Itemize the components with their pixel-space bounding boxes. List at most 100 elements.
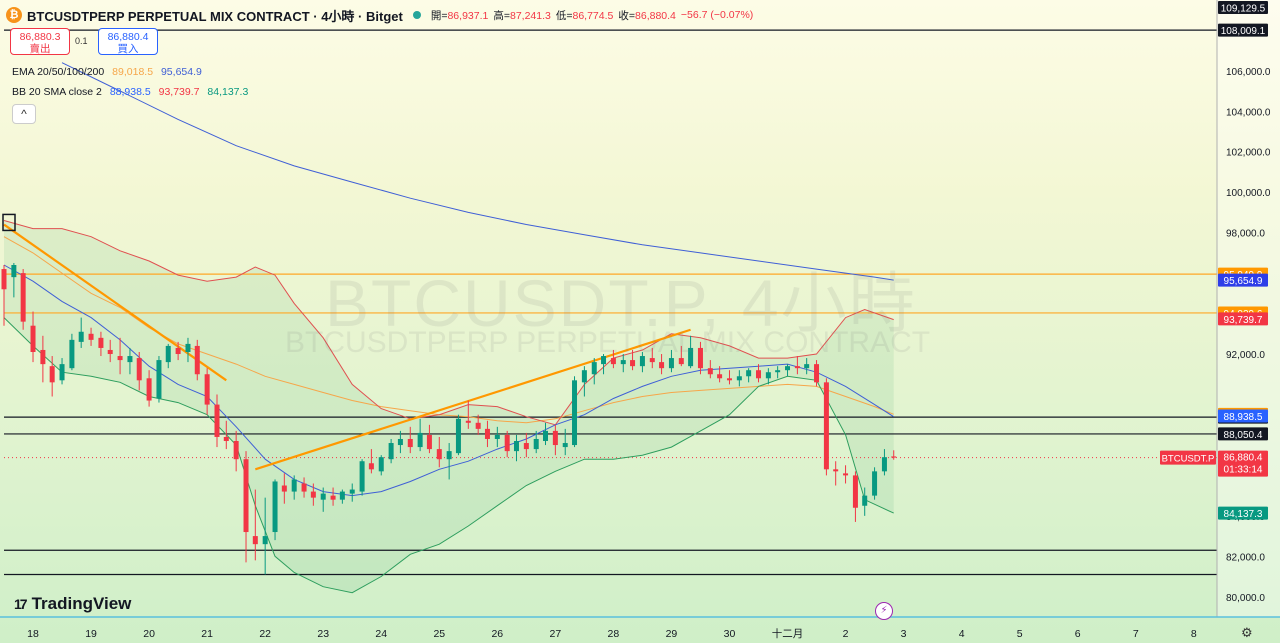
candle-12[interactable] <box>117 356 123 361</box>
candle-53[interactable] <box>513 441 519 452</box>
candle-57[interactable] <box>552 430 558 446</box>
candle-62[interactable] <box>601 356 607 365</box>
candle-78[interactable] <box>755 370 761 379</box>
candle-76[interactable] <box>736 376 742 381</box>
candle-25[interactable] <box>243 459 249 533</box>
candle-0[interactable] <box>1 269 7 290</box>
candle-35[interactable] <box>339 491 345 500</box>
candle-91[interactable] <box>881 457 887 472</box>
candle-10[interactable] <box>98 337 104 348</box>
candle-81[interactable] <box>785 366 791 371</box>
candle-45[interactable] <box>436 449 442 460</box>
candle-89[interactable] <box>862 495 868 506</box>
candle-5[interactable] <box>49 366 55 383</box>
candle-46[interactable] <box>446 451 452 460</box>
candle-34[interactable] <box>330 495 336 500</box>
candle-27[interactable] <box>262 536 268 545</box>
candle-80[interactable] <box>775 370 781 373</box>
candle-43[interactable] <box>417 432 423 448</box>
candle-63[interactable] <box>610 358 616 365</box>
trend-line-0[interactable] <box>3 223 227 382</box>
candle-55[interactable] <box>533 438 539 450</box>
candle-85[interactable] <box>823 382 829 470</box>
candle-75[interactable] <box>726 378 732 381</box>
candle-90[interactable] <box>872 471 878 496</box>
candle-72[interactable] <box>697 347 703 369</box>
gear-icon[interactable]: ⚙ <box>1241 625 1253 640</box>
bb-legend[interactable]: BB 20 SMA close 2 88,938.5 93,739.7 84,1… <box>12 86 253 98</box>
candle-56[interactable] <box>542 430 548 442</box>
candle-48[interactable] <box>465 420 471 423</box>
collapse-legend-button[interactable]: ^ <box>12 104 36 124</box>
candle-33[interactable] <box>320 493 326 500</box>
candle-22[interactable] <box>214 404 220 437</box>
candle-18[interactable] <box>175 347 181 355</box>
candle-17[interactable] <box>165 345 171 363</box>
candle-70[interactable] <box>678 358 684 365</box>
candle-7[interactable] <box>69 339 75 369</box>
symbol-title[interactable]: BTCUSDTPERP PERPETUAL MIX CONTRACT · 4小時… <box>27 8 403 24</box>
candle-54[interactable] <box>523 443 529 450</box>
candle-77[interactable] <box>746 370 752 377</box>
candle-32[interactable] <box>310 491 316 498</box>
candle-9[interactable] <box>88 333 94 340</box>
candle-84[interactable] <box>814 364 820 383</box>
candle-16[interactable] <box>156 360 162 399</box>
candle-50[interactable] <box>484 428 490 439</box>
candle-66[interactable] <box>639 356 645 367</box>
candle-41[interactable] <box>397 438 403 446</box>
candle-49[interactable] <box>475 422 481 429</box>
candle-47[interactable] <box>455 418 461 454</box>
candle-51[interactable] <box>494 434 500 439</box>
trend-line-1[interactable] <box>254 328 691 471</box>
candle-37[interactable] <box>359 461 365 492</box>
candle-19[interactable] <box>185 343 191 352</box>
candle-79[interactable] <box>765 372 771 379</box>
candle-71[interactable] <box>688 347 694 367</box>
ema-legend[interactable]: EMA 20/50/100/200 89,018.5 95,654.9 <box>12 66 207 78</box>
candle-65[interactable] <box>630 360 636 367</box>
candle-29[interactable] <box>281 485 287 492</box>
candle-59[interactable] <box>572 380 578 446</box>
candle-1[interactable] <box>11 265 17 278</box>
buy-button[interactable]: 86,880.4 買入 <box>98 28 158 55</box>
candle-6[interactable] <box>59 364 65 381</box>
candle-31[interactable] <box>301 483 307 492</box>
candle-92[interactable] <box>891 456 897 458</box>
candle-21[interactable] <box>204 374 210 405</box>
candle-83[interactable] <box>804 364 810 369</box>
candle-28[interactable] <box>272 481 278 533</box>
lightning-icon[interactable]: ⚡ <box>875 602 893 620</box>
candle-15[interactable] <box>146 378 152 401</box>
candle-61[interactable] <box>591 362 597 375</box>
candle-11[interactable] <box>107 349 113 355</box>
candle-38[interactable] <box>368 463 374 470</box>
candle-67[interactable] <box>649 358 655 363</box>
candle-60[interactable] <box>581 370 587 383</box>
candle-64[interactable] <box>620 360 626 365</box>
candle-88[interactable] <box>852 475 858 508</box>
candle-73[interactable] <box>707 368 713 375</box>
candle-40[interactable] <box>388 443 394 460</box>
candle-8[interactable] <box>78 331 84 342</box>
candle-4[interactable] <box>40 349 46 365</box>
candle-23[interactable] <box>223 436 229 442</box>
candle-69[interactable] <box>668 358 674 369</box>
candle-44[interactable] <box>426 434 432 450</box>
candle-52[interactable] <box>504 434 510 452</box>
candle-14[interactable] <box>136 358 142 381</box>
candle-58[interactable] <box>562 443 568 448</box>
sell-button[interactable]: 86,880.3 賣出 <box>10 28 70 55</box>
candle-20[interactable] <box>194 345 200 375</box>
candle-42[interactable] <box>407 438 413 448</box>
candle-13[interactable] <box>127 356 133 363</box>
candle-24[interactable] <box>233 441 239 460</box>
candle-87[interactable] <box>843 473 849 476</box>
tradingview-logo[interactable]: 17 TradingView <box>14 594 131 614</box>
candle-86[interactable] <box>833 469 839 472</box>
candle-68[interactable] <box>659 362 665 369</box>
candle-82[interactable] <box>794 366 800 369</box>
candle-39[interactable] <box>378 457 384 472</box>
candle-3[interactable] <box>30 325 36 352</box>
